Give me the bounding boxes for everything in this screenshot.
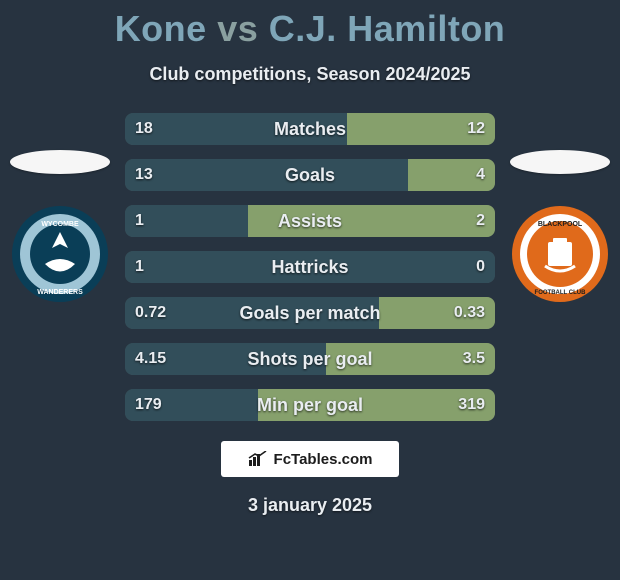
vs-label: vs bbox=[217, 8, 258, 49]
stat-fill-right bbox=[248, 205, 495, 237]
stat-fill-left bbox=[125, 343, 326, 375]
stat-fill-left bbox=[125, 159, 408, 191]
stat-row: 12Assists bbox=[125, 205, 495, 237]
brand-label: FcTables.com bbox=[274, 451, 373, 468]
brand-chip: FcTables.com bbox=[221, 441, 399, 477]
player2-name: C.J. Hamilton bbox=[269, 8, 506, 49]
stat-fill-right bbox=[258, 389, 495, 421]
stats-area: 1812Matches 134Goals 12Assists 10Hattricks 0… bbox=[0, 113, 620, 421]
stat-fill-left bbox=[125, 205, 248, 237]
stat-fill-left bbox=[125, 113, 347, 145]
stat-fill-left bbox=[125, 389, 258, 421]
stat-row: 0.720.33Goals per match bbox=[125, 297, 495, 329]
brand-icon bbox=[248, 451, 268, 467]
title-text: Kone vs C.J. Hamilton bbox=[0, 8, 620, 50]
stat-row: 179319Min per goal bbox=[125, 389, 495, 421]
stat-fill-right bbox=[379, 297, 495, 329]
comparison-title: Kone vs C.J. Hamilton bbox=[0, 0, 620, 50]
stat-fill-right bbox=[347, 113, 495, 145]
stat-fill-right bbox=[326, 343, 495, 375]
player1-name: Kone bbox=[115, 8, 207, 49]
stat-row: 1812Matches bbox=[125, 113, 495, 145]
stat-fill-left bbox=[125, 251, 495, 283]
stat-row: 4.153.5Shots per goal bbox=[125, 343, 495, 375]
stat-row: 134Goals bbox=[125, 159, 495, 191]
stat-fill-right bbox=[408, 159, 495, 191]
subtitle: Club competitions, Season 2024/2025 bbox=[0, 64, 620, 85]
stat-fill-left bbox=[125, 297, 379, 329]
footer-date: 3 january 2025 bbox=[0, 495, 620, 516]
stat-row: 10Hattricks bbox=[125, 251, 495, 283]
stats-bars: 1812Matches 134Goals 12Assists 10Hattricks 0… bbox=[125, 113, 495, 421]
